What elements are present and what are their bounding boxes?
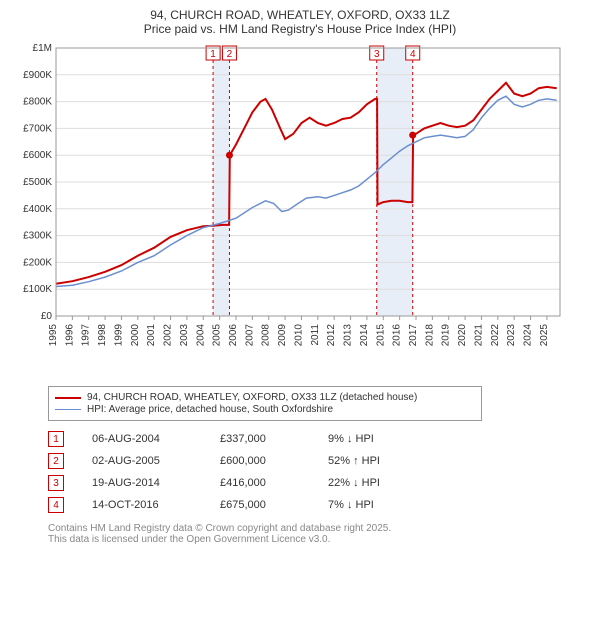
transaction-marker: 2 <box>48 453 64 469</box>
svg-text:£700K: £700K <box>23 123 52 134</box>
svg-text:2023: 2023 <box>506 324 517 347</box>
svg-text:2016: 2016 <box>392 324 403 347</box>
transaction-row: 3 19-AUG-2014 £416,000 22% ↓ HPI <box>48 475 592 491</box>
svg-text:1999: 1999 <box>113 324 124 347</box>
chart-title: 94, CHURCH ROAD, WHEATLEY, OXFORD, OX33 … <box>8 8 592 36</box>
svg-text:2022: 2022 <box>490 324 501 347</box>
transaction-price: £337,000 <box>220 433 300 445</box>
svg-text:2000: 2000 <box>130 324 141 347</box>
svg-text:1996: 1996 <box>64 324 75 347</box>
transaction-marker: 3 <box>48 475 64 491</box>
transaction-price: £600,000 <box>220 455 300 467</box>
svg-text:£600K: £600K <box>23 150 52 161</box>
chart-container: £0 £100K £200K £300K £400K £500K £600K £700K £80… <box>8 40 592 380</box>
legend-row: HPI: Average price, detached house, Sout… <box>55 404 475 415</box>
transaction-date: 14-OCT-2016 <box>92 499 192 511</box>
svg-text:2015: 2015 <box>375 324 386 347</box>
footer-line1: Contains HM Land Registry data © Crown c… <box>48 523 592 534</box>
title-line2: Price paid vs. HM Land Registry's House … <box>8 22 592 36</box>
transactions-table: 1 06-AUG-2004 £337,000 9% ↓ HPI 2 02-AUG-2005… <box>48 431 592 513</box>
svg-text:2020: 2020 <box>457 324 468 347</box>
svg-text:£0: £0 <box>41 311 53 322</box>
svg-text:2012: 2012 <box>326 324 337 347</box>
transaction-pct: 9% ↓ HPI <box>328 433 418 445</box>
svg-text:2001: 2001 <box>146 324 157 347</box>
svg-text:2003: 2003 <box>179 324 190 347</box>
svg-text:1998: 1998 <box>97 324 108 347</box>
svg-text:2010: 2010 <box>293 324 304 347</box>
svg-text:2005: 2005 <box>212 324 223 347</box>
legend-label: HPI: Average price, detached house, Sout… <box>87 404 333 415</box>
transaction-date: 02-AUG-2005 <box>92 455 192 467</box>
svg-text:£300K: £300K <box>23 231 52 242</box>
transaction-pct: 52% ↑ HPI <box>328 455 418 467</box>
svg-text:4: 4 <box>410 49 416 60</box>
svg-text:£400K: £400K <box>23 204 52 215</box>
svg-text:2008: 2008 <box>261 324 272 347</box>
svg-text:2021: 2021 <box>473 324 484 347</box>
transaction-date: 06-AUG-2004 <box>92 433 192 445</box>
svg-text:2: 2 <box>227 49 233 60</box>
transaction-row: 2 02-AUG-2005 £600,000 52% ↑ HPI <box>48 453 592 469</box>
transaction-pct: 22% ↓ HPI <box>328 477 418 489</box>
svg-text:1997: 1997 <box>81 324 92 347</box>
transaction-date: 19-AUG-2014 <box>92 477 192 489</box>
svg-text:2014: 2014 <box>359 324 370 347</box>
svg-text:2018: 2018 <box>424 324 435 347</box>
svg-text:2025: 2025 <box>539 324 550 347</box>
svg-text:£800K: £800K <box>23 97 52 108</box>
svg-text:2013: 2013 <box>343 324 354 347</box>
svg-text:1: 1 <box>210 49 216 60</box>
svg-text:1995: 1995 <box>48 324 59 347</box>
title-line1: 94, CHURCH ROAD, WHEATLEY, OXFORD, OX33 … <box>8 8 592 22</box>
svg-text:2009: 2009 <box>277 324 288 347</box>
svg-text:£900K: £900K <box>23 70 52 81</box>
svg-text:2004: 2004 <box>195 324 206 347</box>
transaction-price: £675,000 <box>220 499 300 511</box>
transaction-price: £416,000 <box>220 477 300 489</box>
legend-swatch <box>55 397 81 399</box>
svg-text:£200K: £200K <box>23 257 52 268</box>
svg-text:2019: 2019 <box>441 324 452 347</box>
svg-text:2007: 2007 <box>244 324 255 347</box>
legend-swatch <box>55 409 81 410</box>
price-chart: £0 £100K £200K £300K £400K £500K £600K £700K £80… <box>8 40 568 380</box>
footer-line2: This data is licensed under the Open Gov… <box>48 534 592 545</box>
svg-text:2006: 2006 <box>228 324 239 347</box>
svg-text:2024: 2024 <box>523 324 534 347</box>
svg-text:£100K: £100K <box>23 284 52 295</box>
footer-attribution: Contains HM Land Registry data © Crown c… <box>48 523 592 545</box>
transaction-pct: 7% ↓ HPI <box>328 499 418 511</box>
legend-row: 94, CHURCH ROAD, WHEATLEY, OXFORD, OX33 … <box>55 392 475 403</box>
transaction-marker: 1 <box>48 431 64 447</box>
transaction-marker: 4 <box>48 497 64 513</box>
legend-label: 94, CHURCH ROAD, WHEATLEY, OXFORD, OX33 … <box>87 392 417 403</box>
legend: 94, CHURCH ROAD, WHEATLEY, OXFORD, OX33 … <box>48 386 482 421</box>
svg-text:2017: 2017 <box>408 324 419 347</box>
svg-text:2002: 2002 <box>163 324 174 347</box>
svg-text:2011: 2011 <box>310 324 321 346</box>
transaction-row: 1 06-AUG-2004 £337,000 9% ↓ HPI <box>48 431 592 447</box>
svg-text:3: 3 <box>374 49 380 60</box>
svg-text:£500K: £500K <box>23 177 52 188</box>
svg-text:£1M: £1M <box>33 43 52 54</box>
transaction-row: 4 14-OCT-2016 £675,000 7% ↓ HPI <box>48 497 592 513</box>
